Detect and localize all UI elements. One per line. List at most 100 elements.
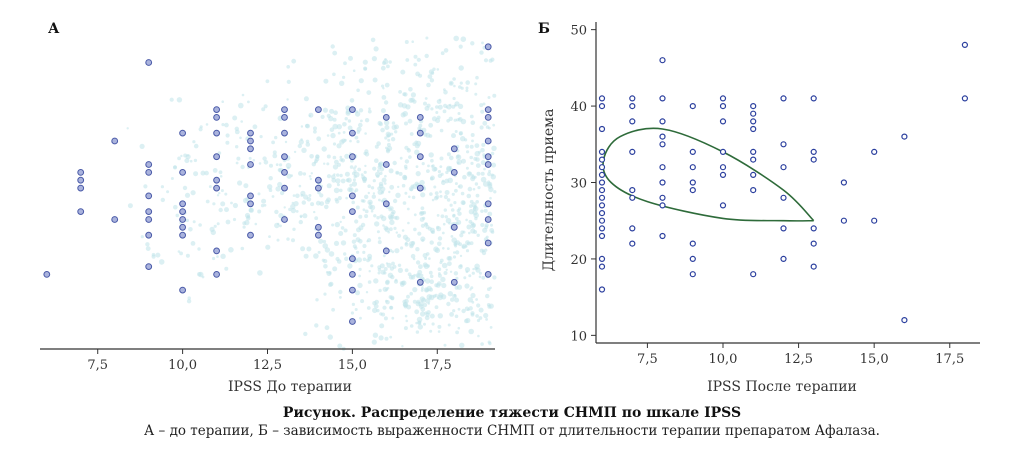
density-cloud-dot [415, 260, 421, 265]
density-cloud-dot [413, 213, 417, 217]
density-cloud-dot [429, 279, 435, 285]
density-cloud-dot [489, 326, 493, 329]
panel-b-point [810, 240, 817, 247]
panel-b-point [719, 95, 727, 102]
density-cloud-dot [247, 100, 250, 104]
density-cloud-dot [378, 335, 384, 341]
panel-b-point [598, 125, 606, 133]
density-cloud-dot [261, 198, 267, 204]
density-cloud-dot [408, 87, 413, 92]
density-cloud-dot [417, 324, 423, 330]
density-cloud-dot [374, 171, 381, 178]
density-cloud-dot [491, 145, 497, 151]
density-cloud-dot [360, 119, 363, 123]
panel-b-x-tick-label: 15,0 [860, 352, 889, 367]
density-cloud-dot [232, 217, 237, 222]
density-cloud-dot [409, 188, 413, 192]
density-cloud-dot [475, 200, 480, 204]
density-cloud-dot [235, 161, 239, 165]
density-cloud-dot [232, 202, 238, 209]
density-cloud-dot [313, 253, 319, 259]
density-cloud-dot [279, 224, 282, 228]
density-cloud-dot [450, 297, 455, 302]
density-cloud-dot [379, 263, 385, 269]
density-cloud-dot [435, 283, 441, 288]
panel-b-point [629, 148, 636, 155]
panel-a-point [281, 106, 288, 113]
density-cloud-dot [236, 156, 241, 161]
density-cloud-dot [352, 69, 356, 72]
panel-b-point [629, 194, 636, 201]
panel-a-point [179, 200, 187, 208]
density-cloud-dot [470, 161, 474, 165]
density-cloud-dot [458, 242, 462, 247]
density-cloud-dot [218, 170, 223, 175]
density-cloud-dot [378, 184, 384, 189]
density-cloud-dot [479, 50, 484, 55]
density-cloud-dot [252, 124, 258, 130]
density-cloud-dot [265, 244, 271, 250]
density-cloud-dot [378, 161, 384, 167]
panel-a-point [77, 184, 85, 192]
density-cloud-dot [173, 165, 177, 169]
density-cloud-dot [452, 214, 456, 218]
density-cloud-dot [366, 258, 370, 263]
density-cloud-dot [470, 221, 475, 226]
density-cloud-dot [415, 321, 418, 325]
density-cloud-dot [483, 167, 486, 171]
density-cloud-dot [384, 125, 390, 130]
density-cloud-dot [324, 325, 330, 331]
panel-b-x-tick-label: 12,5 [784, 352, 813, 367]
panel-a-point [382, 200, 390, 208]
density-cloud-dot [420, 273, 424, 277]
panel-b-point [719, 102, 727, 110]
density-cloud-dot [411, 195, 416, 200]
panel-a-point [484, 200, 492, 208]
density-cloud-dot [339, 220, 342, 224]
density-cloud-dot [385, 280, 390, 286]
density-cloud-dot [331, 177, 337, 183]
density-cloud-dot [249, 207, 254, 213]
density-cloud-dot [467, 171, 472, 176]
density-cloud-dot [336, 124, 342, 130]
panel-a-point [315, 184, 322, 192]
density-cloud-dot [313, 210, 316, 214]
density-cloud-dot [353, 167, 356, 170]
density-cloud-dot [416, 57, 421, 62]
panel-b-point [598, 148, 606, 155]
panel-b-point [901, 133, 908, 140]
density-cloud-dot [368, 107, 371, 110]
density-cloud-dot [389, 219, 395, 226]
panel-a-point [281, 169, 288, 176]
panel-a-point [382, 247, 390, 255]
density-cloud-dot [313, 129, 317, 134]
density-cloud-dot [402, 201, 407, 205]
density-cloud-dot [423, 322, 426, 326]
density-cloud-dot [326, 154, 331, 159]
density-cloud-dot [356, 250, 360, 254]
density-cloud-dot [460, 191, 465, 196]
density-cloud-dot [371, 194, 376, 199]
density-cloud-dot [354, 308, 358, 311]
panel-b-y-ticks: 10 20 30 40 50 [570, 24, 596, 344]
density-cloud-dot [374, 158, 379, 163]
density-cloud-dot [358, 108, 364, 113]
density-cloud-dot [454, 130, 458, 133]
density-cloud-dot [340, 178, 346, 184]
density-cloud-dot [408, 155, 412, 159]
panel-a-points [43, 43, 492, 325]
density-cloud-dot [349, 165, 354, 169]
density-cloud-dot [331, 307, 335, 312]
density-cloud-dot [461, 243, 467, 249]
density-cloud-dot [458, 65, 464, 71]
density-cloud-dot [201, 275, 205, 279]
density-cloud-dot [277, 181, 283, 188]
panel-a-point [484, 216, 492, 223]
density-cloud-dot [216, 194, 220, 197]
density-cloud-dot [274, 135, 278, 140]
density-cloud-dot [286, 237, 290, 241]
density-cloud-dot [364, 209, 369, 214]
density-cloud-dot [390, 137, 396, 142]
density-cloud-dot [302, 172, 307, 176]
density-cloud-dot [261, 107, 266, 112]
